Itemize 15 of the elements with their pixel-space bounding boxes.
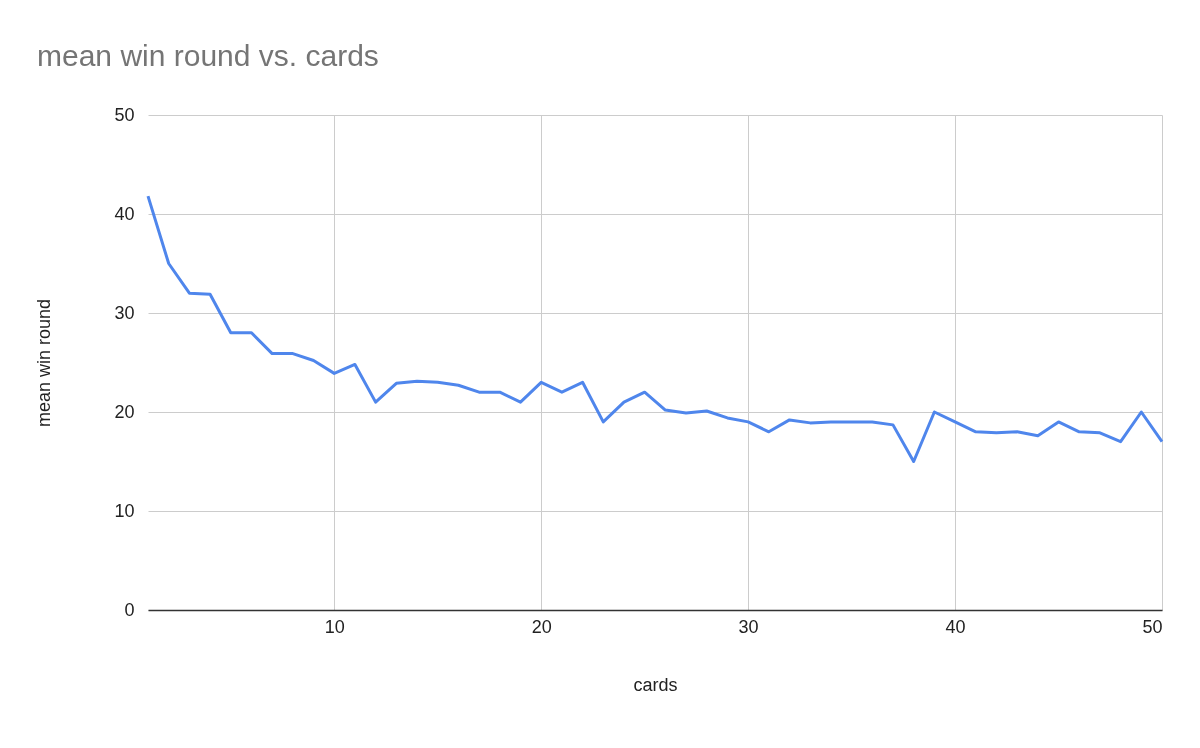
y-tick-label: 40: [114, 203, 135, 224]
x-tick-label: 10: [324, 616, 345, 637]
chart-title: mean win round vs. cards: [37, 39, 379, 72]
y-tick-label: 30: [114, 302, 135, 323]
x-tick-label: 50: [1142, 616, 1163, 637]
y-tick-label: 0: [124, 599, 135, 620]
y-tick-label: 10: [114, 500, 135, 521]
line-series: [146, 194, 1164, 463]
y-tick-label: 20: [114, 401, 135, 422]
x-axis-title: cards: [633, 674, 678, 695]
x-tick-label: 40: [945, 616, 966, 637]
y-axis-title: mean win round: [34, 298, 55, 428]
x-tick-label: 20: [531, 616, 552, 637]
y-tick-label: 50: [114, 104, 135, 125]
x-tick-label: 30: [738, 616, 759, 637]
